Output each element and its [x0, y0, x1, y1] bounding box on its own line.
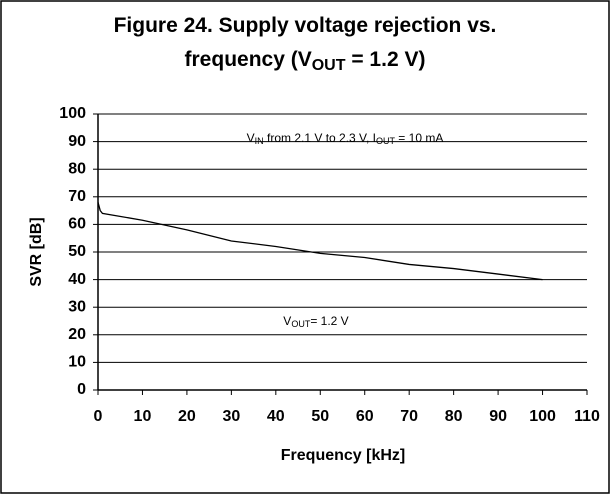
title-line: Figure 24. Supply voltage rejection vs. — [114, 14, 497, 37]
x-tick-label: 70 — [400, 408, 418, 425]
x-axis-label: Frequency [kHz] — [281, 447, 405, 464]
annotation-part: V — [247, 131, 255, 145]
y-tick-label: 10 — [68, 354, 86, 371]
y-tick-label: 90 — [68, 133, 86, 150]
x-tick-label: 60 — [356, 408, 374, 425]
x-tick-label: 0 — [94, 408, 103, 425]
y-axis-label: SVR [dB] — [28, 217, 45, 286]
x-tick-label: 20 — [178, 408, 196, 425]
title-part: = 1.2 V) — [346, 48, 426, 71]
annotation-subscript: OUT — [291, 319, 311, 329]
annotation-part: = 10 mA — [395, 131, 443, 145]
chart-title: Figure 24. Supply voltage rejection vs. — [114, 14, 497, 37]
x-tick-label: 90 — [489, 408, 507, 425]
y-tick-label: 30 — [68, 298, 86, 315]
y-tick-label: 80 — [68, 160, 86, 177]
y-tick-label: 40 — [68, 271, 86, 288]
data-line — [97, 202, 543, 281]
annotation: VIN from 2.1 V to 2.3 V, IOUT = 10 mA — [247, 131, 444, 146]
x-tick-label: 30 — [222, 408, 240, 425]
x-tick-label: 40 — [267, 408, 285, 425]
y-tick-label: 70 — [68, 188, 86, 205]
y-tick-label: 0 — [77, 381, 86, 398]
x-tick-label: 10 — [134, 408, 152, 425]
y-tick-label: 50 — [68, 243, 86, 260]
annotation: VOUT= 1.2 V — [283, 314, 348, 329]
y-tick-label: 20 — [68, 326, 86, 343]
x-tick-label: 50 — [311, 408, 329, 425]
x-tick-label: 100 — [529, 408, 556, 425]
annotation-part: V — [283, 314, 291, 328]
x-tick-label: 110 — [574, 408, 600, 425]
y-tick-label: 60 — [68, 216, 86, 233]
chart-title: frequency (VOUT = 1.2 V) — [185, 48, 426, 75]
annotation-part: from 2.1 V to 2.3 V, I — [264, 131, 376, 145]
x-tick-label: 80 — [445, 408, 463, 425]
title-part: frequency (V — [185, 48, 312, 71]
y-tick-label: 100 — [59, 105, 86, 122]
title-subscript: OUT — [312, 57, 346, 74]
annotation-part: = 1.2 V — [310, 314, 348, 328]
